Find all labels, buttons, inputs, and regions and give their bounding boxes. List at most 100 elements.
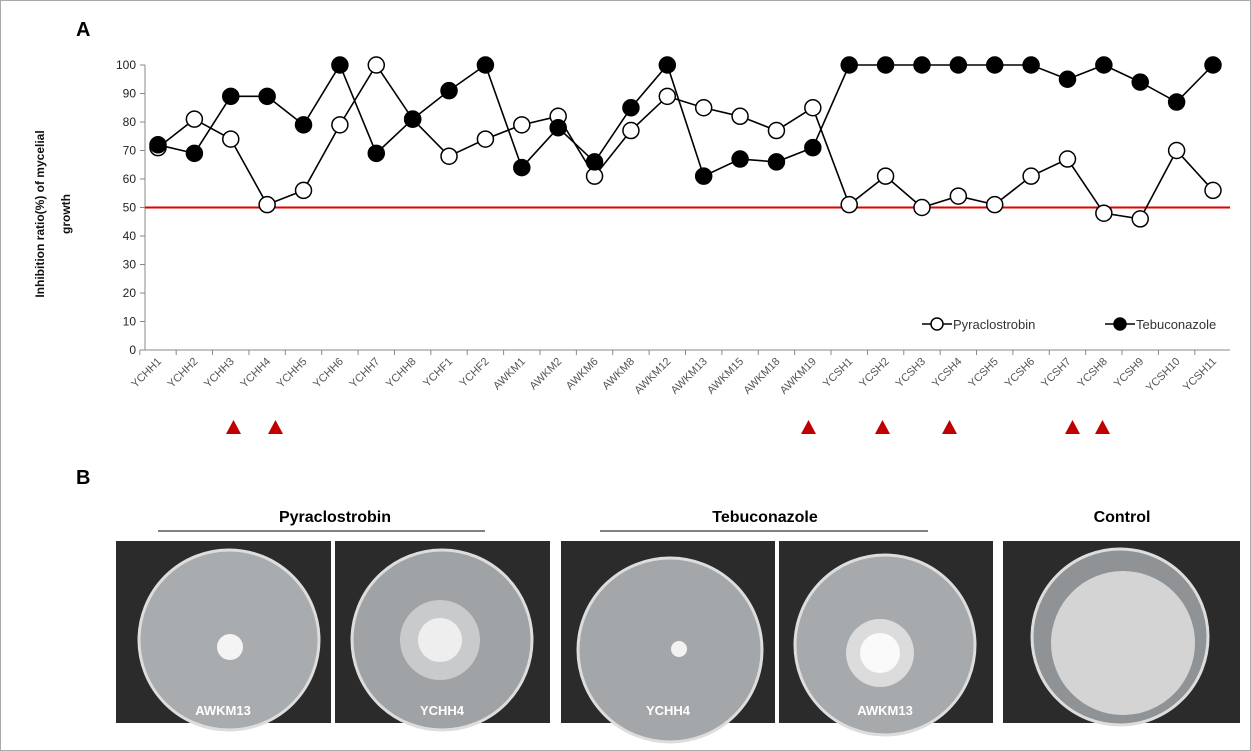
marker bbox=[268, 420, 283, 434]
figure: A B Pyraclostrobin Tebuconazole Control … bbox=[0, 0, 1251, 751]
data-point bbox=[550, 120, 566, 136]
data-point bbox=[186, 145, 202, 161]
y-tick-label: 90 bbox=[123, 87, 137, 101]
x-tick-label: YCSH3 bbox=[894, 356, 928, 390]
colony bbox=[1051, 571, 1195, 715]
colony bbox=[671, 641, 687, 657]
legend-marker bbox=[1114, 318, 1126, 330]
data-point bbox=[259, 88, 275, 104]
y-tick-label: 100 bbox=[116, 58, 136, 72]
data-point bbox=[477, 131, 493, 147]
colony bbox=[217, 634, 243, 660]
data-point bbox=[514, 117, 530, 133]
data-point bbox=[368, 145, 384, 161]
data-point bbox=[441, 83, 457, 99]
data-point bbox=[1096, 205, 1112, 221]
data-point bbox=[623, 100, 639, 116]
data-point bbox=[441, 148, 457, 164]
x-tick-label: AWKM13 bbox=[669, 356, 710, 397]
data-point bbox=[623, 123, 639, 139]
colony bbox=[418, 618, 462, 662]
x-tick-label: AWKM18 bbox=[742, 356, 783, 397]
x-tick-label: YCHH2 bbox=[166, 356, 201, 391]
x-tick-label: YCSH4 bbox=[930, 356, 964, 390]
x-tick-label: AWKM19 bbox=[778, 356, 819, 397]
data-point bbox=[332, 57, 348, 73]
colony bbox=[860, 633, 900, 673]
y-tick-label: 10 bbox=[123, 315, 137, 329]
x-tick-label: YCHH6 bbox=[311, 356, 346, 391]
photo-label: AWKM13 bbox=[857, 703, 913, 718]
data-point bbox=[696, 168, 712, 184]
x-tick-label: YCSH8 bbox=[1076, 356, 1110, 390]
data-point bbox=[696, 100, 712, 116]
data-point bbox=[1023, 168, 1039, 184]
data-point bbox=[1023, 57, 1039, 73]
panel-b: Pyraclostrobin Tebuconazole Control AWKM… bbox=[116, 509, 1240, 742]
data-point bbox=[950, 57, 966, 73]
data-point bbox=[732, 151, 748, 167]
data-point bbox=[150, 137, 166, 153]
data-point bbox=[768, 154, 784, 170]
y-tick-label: 30 bbox=[123, 258, 137, 272]
y-tick-label: 40 bbox=[123, 229, 137, 243]
y-axis-label: Inhibition ratio(%) of mycelial growth bbox=[27, 109, 79, 319]
data-point bbox=[841, 57, 857, 73]
data-point bbox=[841, 197, 857, 213]
data-point bbox=[332, 117, 348, 133]
data-point bbox=[186, 111, 202, 127]
marker bbox=[226, 420, 241, 434]
data-point bbox=[878, 168, 894, 184]
group-title: Control bbox=[1094, 509, 1151, 526]
y-tick-label: 60 bbox=[123, 172, 137, 186]
data-point bbox=[914, 200, 930, 216]
x-tick-label: AWKM1 bbox=[491, 356, 528, 393]
y-tick-label: 50 bbox=[123, 201, 137, 215]
panel-label: B bbox=[76, 467, 90, 489]
data-point bbox=[1059, 151, 1075, 167]
data-point bbox=[223, 88, 239, 104]
legend-label: Pyraclostrobin bbox=[953, 317, 1035, 332]
data-point bbox=[1132, 74, 1148, 90]
data-point bbox=[477, 57, 493, 73]
data-point bbox=[768, 123, 784, 139]
data-point bbox=[659, 57, 675, 73]
x-tick-label: YCSH5 bbox=[966, 356, 1000, 390]
x-tick-label: YCHH4 bbox=[238, 356, 273, 391]
y-tick-label: 0 bbox=[129, 343, 136, 357]
data-point bbox=[405, 111, 421, 127]
x-tick-label: AWKM2 bbox=[528, 356, 565, 393]
x-tick-label: YCHF1 bbox=[421, 356, 455, 390]
marker bbox=[1065, 420, 1080, 434]
x-tick-label: YCSH11 bbox=[1181, 356, 1219, 394]
data-point bbox=[987, 197, 1003, 213]
x-tick-label: YCSH2 bbox=[857, 356, 891, 390]
x-tick-label: YCHH1 bbox=[129, 356, 164, 391]
x-tick-label: AWKM6 bbox=[564, 356, 601, 393]
marker bbox=[875, 420, 890, 434]
data-point bbox=[514, 160, 530, 176]
data-point bbox=[914, 57, 930, 73]
group-title: Pyraclostrobin bbox=[279, 509, 391, 526]
data-point bbox=[223, 131, 239, 147]
data-point bbox=[1132, 211, 1148, 227]
x-tick-label: AWKM12 bbox=[632, 356, 673, 397]
marker bbox=[942, 420, 957, 434]
chart: A B Pyraclostrobin Tebuconazole Control … bbox=[0, 0, 1251, 751]
data-point bbox=[1096, 57, 1112, 73]
data-point bbox=[1205, 182, 1221, 198]
x-tick-label: YCHH8 bbox=[384, 356, 419, 391]
data-point bbox=[659, 88, 675, 104]
photo-label: YCHH4 bbox=[420, 703, 465, 718]
data-point bbox=[1169, 94, 1185, 110]
x-tick-label: AWKM15 bbox=[705, 356, 746, 397]
data-point bbox=[296, 182, 312, 198]
y-tick-label: 20 bbox=[123, 286, 137, 300]
legend-label: Tebuconazole bbox=[1136, 317, 1216, 332]
x-tick-label: YCSH10 bbox=[1144, 356, 1183, 395]
data-point bbox=[732, 108, 748, 124]
series-line bbox=[158, 65, 1213, 219]
x-tick-label: YCHH7 bbox=[348, 356, 383, 391]
data-point bbox=[259, 197, 275, 213]
marker bbox=[1095, 420, 1110, 434]
